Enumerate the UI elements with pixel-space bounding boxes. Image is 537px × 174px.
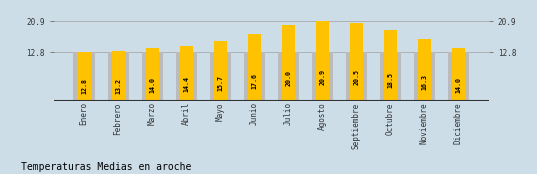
Text: 20.0: 20.0 — [285, 70, 291, 86]
Text: 20.5: 20.5 — [353, 69, 359, 85]
Bar — [350, 23, 363, 101]
Bar — [146, 48, 158, 101]
Text: 17.6: 17.6 — [251, 73, 257, 89]
Bar — [452, 48, 465, 101]
Bar — [380, 52, 401, 101]
Text: 14.0: 14.0 — [455, 77, 461, 93]
Bar — [384, 30, 397, 101]
Bar — [278, 52, 299, 101]
Text: 16.3: 16.3 — [422, 74, 427, 90]
Bar — [448, 52, 469, 101]
Text: 14.0: 14.0 — [149, 77, 155, 93]
Bar — [179, 46, 193, 101]
Bar — [282, 25, 295, 101]
Bar — [209, 52, 231, 101]
Bar — [77, 52, 91, 101]
Bar — [418, 39, 431, 101]
Bar — [414, 52, 435, 101]
Text: 12.8: 12.8 — [81, 78, 87, 94]
Bar — [107, 52, 128, 101]
Bar — [248, 34, 260, 101]
Text: 18.5: 18.5 — [387, 72, 393, 88]
Bar — [214, 41, 227, 101]
Bar — [244, 52, 265, 101]
Text: 20.9: 20.9 — [319, 69, 325, 85]
Bar — [74, 52, 95, 101]
Bar — [311, 52, 333, 101]
Bar — [142, 52, 163, 101]
Text: Temperaturas Medias en aroche: Temperaturas Medias en aroche — [21, 162, 192, 172]
Bar — [346, 52, 367, 101]
Bar — [176, 52, 197, 101]
Text: 14.4: 14.4 — [183, 76, 189, 92]
Text: 15.7: 15.7 — [217, 75, 223, 91]
Text: 13.2: 13.2 — [115, 78, 121, 94]
Bar — [316, 21, 329, 101]
Bar — [112, 51, 125, 101]
